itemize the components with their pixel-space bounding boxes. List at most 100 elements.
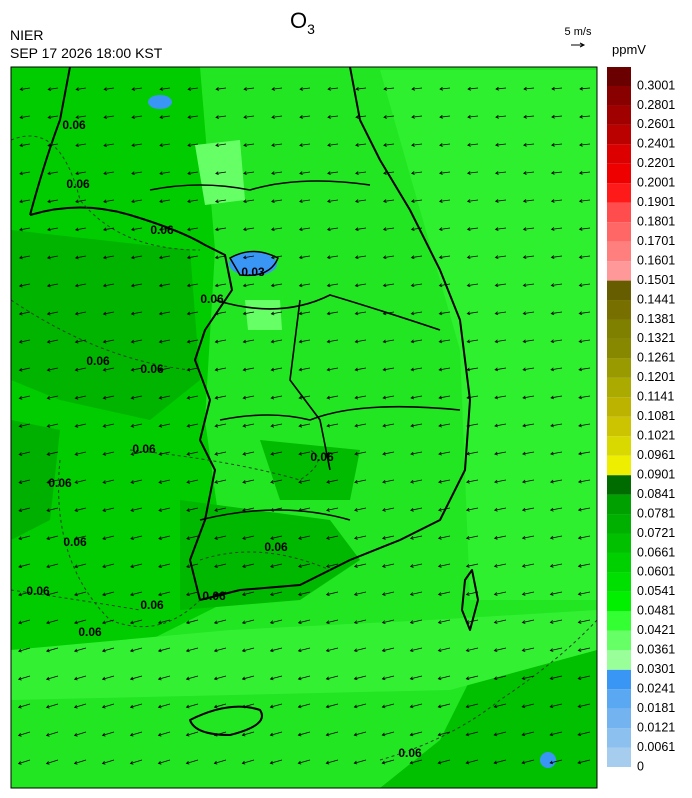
colorbar-label: 0.0661 (637, 545, 675, 559)
wind-arrow (493, 591, 507, 596)
wind-arrow (271, 199, 283, 204)
colorbar-segment (607, 67, 631, 86)
wind-arrow (158, 395, 171, 400)
wind-arrow (437, 731, 451, 737)
contour-label: 0.06 (86, 354, 110, 368)
wind-arrow (466, 451, 479, 456)
wind-arrow (577, 507, 591, 512)
wind-arrow (466, 395, 479, 400)
wind-arrow (523, 143, 535, 147)
wind-arrow (439, 115, 451, 119)
scale-arrow (571, 42, 586, 48)
wind-arrow (522, 199, 535, 203)
vector-scale: 5 m/s (565, 26, 592, 38)
wind-arrow (409, 619, 423, 624)
wind-arrow (18, 283, 31, 288)
wind-arrow (326, 479, 339, 484)
colorbar-label: 0.1141 (637, 390, 674, 404)
wind-arrow (438, 367, 451, 372)
wind-arrow (382, 423, 395, 428)
colorbar-segment (607, 475, 631, 495)
wind-arrow (437, 759, 451, 765)
wind-arrow (326, 311, 339, 316)
wind-arrow (213, 703, 227, 709)
contour-label: 0.06 (78, 625, 102, 639)
wind-arrow (383, 171, 395, 175)
wind-arrow (355, 87, 367, 91)
wind-arrow (215, 143, 227, 147)
wind-arrow (325, 619, 339, 625)
wind-arrow (157, 703, 171, 709)
wind-arrow (270, 451, 283, 456)
wind-arrow (494, 339, 507, 344)
wind-arrow (18, 507, 31, 513)
wind-arrow (325, 675, 339, 681)
wind-arrow (157, 647, 171, 653)
wind-arrow (158, 227, 171, 232)
wind-arrow (326, 451, 339, 456)
wind-arrow (326, 199, 339, 204)
wind-arrow (466, 507, 479, 512)
wind-arrow (158, 535, 171, 540)
colorbar-label: 0.0241 (637, 681, 675, 695)
wind-arrow (411, 171, 423, 175)
wind-arrow (550, 199, 563, 203)
wind-arrow (103, 199, 115, 204)
wind-arrow (158, 479, 171, 484)
wind-arrow (158, 507, 171, 512)
wind-arrow (241, 647, 255, 653)
wind-arrow (271, 87, 283, 91)
wind-arrow (46, 367, 59, 372)
wind-arrow (354, 367, 367, 372)
wind-arrow (550, 227, 563, 231)
wind-arrow (130, 227, 143, 232)
wind-arrow (521, 535, 535, 540)
wind-arrow (298, 395, 311, 400)
wind-arrow (213, 647, 227, 653)
contour-label: 0.06 (26, 584, 50, 598)
wind-arrow (241, 731, 255, 737)
colorbar-label: 0.0601 (637, 565, 675, 579)
wind-arrow (214, 367, 227, 372)
wind-arrow (578, 423, 591, 428)
wind-arrow (269, 619, 283, 625)
wind-arrow (102, 395, 115, 400)
wind-arrow (130, 591, 143, 597)
wind-arrow (578, 255, 591, 259)
wind-arrow (242, 479, 255, 484)
wind-arrow (521, 731, 535, 737)
wind-arrow (101, 647, 115, 653)
wind-arrow (466, 367, 479, 372)
colorbar-segment (607, 455, 631, 476)
wind-arrow (299, 115, 311, 119)
wind-arrow (354, 283, 367, 288)
wind-arrow (577, 703, 591, 709)
wind-arrow (409, 675, 423, 681)
contour-label: 0.06 (140, 598, 164, 612)
wind-arrow (18, 479, 31, 484)
wind-vectors (17, 86, 591, 765)
contour-label: 0.06 (48, 476, 72, 490)
wind-arrow (465, 591, 479, 596)
wind-arrow (241, 703, 255, 709)
colorbar-segment (607, 494, 631, 515)
wind-arrow (159, 171, 171, 176)
wind-arrow (522, 395, 535, 400)
wind-arrow (466, 339, 479, 344)
wind-arrow (298, 255, 311, 260)
wind-arrow (213, 759, 227, 765)
wind-arrow (550, 451, 563, 456)
wind-arrow (46, 479, 59, 484)
wind-arrow (46, 339, 59, 344)
wind-arrow (270, 311, 283, 316)
wind-arrow (74, 283, 87, 288)
colorbar-segment (607, 86, 631, 106)
wind-arrow (242, 507, 255, 512)
wind-arrow (298, 451, 311, 456)
wind-arrow (45, 759, 59, 765)
wind-arrow (355, 115, 367, 119)
title: O3 (290, 8, 315, 37)
wind-arrow (381, 759, 395, 765)
wind-arrow (523, 86, 535, 91)
